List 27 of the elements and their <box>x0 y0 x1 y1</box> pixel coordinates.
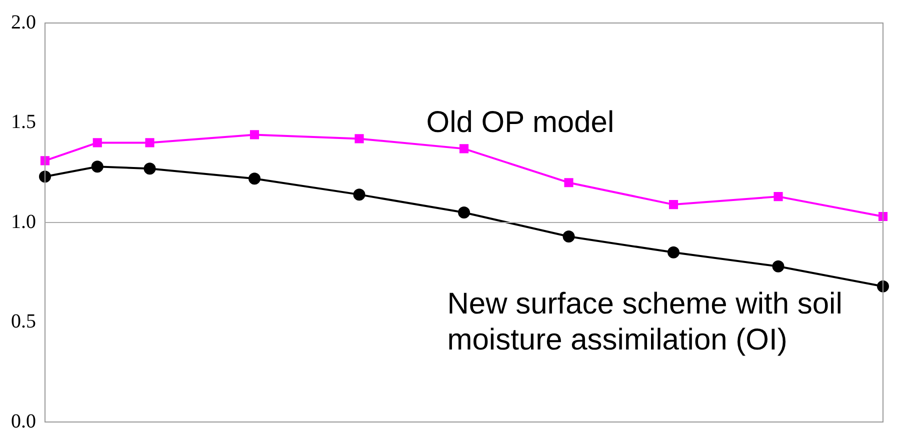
y-tick-label: 0.0 <box>11 410 36 432</box>
point <box>354 134 364 144</box>
point <box>877 280 889 292</box>
y-tick-label: 1.5 <box>11 111 36 133</box>
point <box>145 138 154 148</box>
point <box>772 260 784 272</box>
point <box>458 206 470 219</box>
point <box>39 170 51 183</box>
point <box>250 130 260 140</box>
point <box>92 138 102 148</box>
point <box>40 156 50 166</box>
point <box>668 246 680 258</box>
y-tick-label: 1.0 <box>11 210 36 233</box>
point <box>459 144 469 154</box>
y-tick-label: 2.0 <box>11 11 36 34</box>
point <box>353 188 366 201</box>
y-tick-label: 0.5 <box>11 310 36 332</box>
series-label: New surface scheme with soil moisture assimilation (OI) <box>447 288 842 357</box>
point <box>562 230 575 242</box>
point <box>564 178 574 188</box>
point <box>668 200 678 210</box>
point <box>248 172 260 185</box>
series-label: Old OP model <box>426 106 614 140</box>
point <box>878 212 888 222</box>
point <box>774 192 783 202</box>
point <box>91 160 104 173</box>
point <box>144 162 156 175</box>
